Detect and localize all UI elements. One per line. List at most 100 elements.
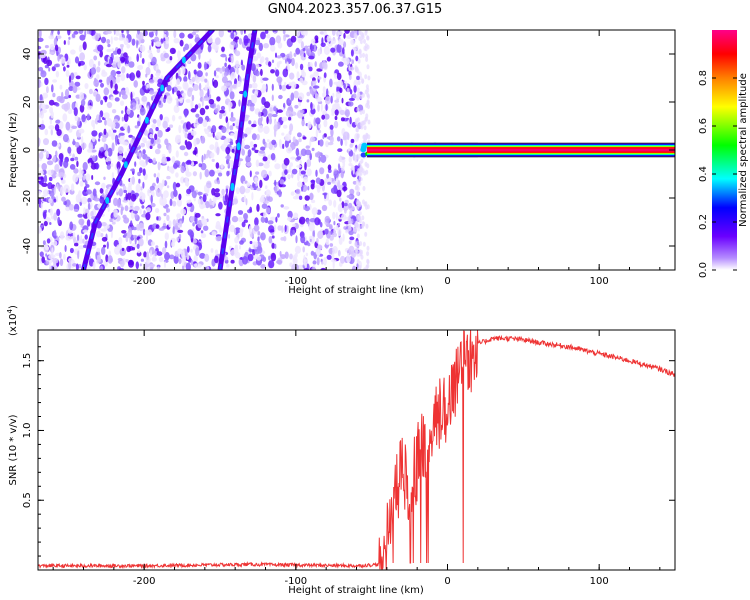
noise-speck bbox=[336, 72, 342, 81]
noise-speck bbox=[138, 222, 145, 232]
noise-speck bbox=[356, 87, 360, 93]
noise-speck bbox=[294, 104, 299, 109]
noise-speck bbox=[348, 163, 353, 167]
noise-speck bbox=[355, 223, 359, 229]
noise-speck bbox=[324, 96, 331, 105]
noise-speck bbox=[251, 82, 258, 89]
noise-speck bbox=[310, 250, 315, 256]
noise-speck bbox=[104, 119, 107, 126]
noise-speck bbox=[310, 38, 316, 45]
colorbar-label: Normalized spectral amplitude bbox=[738, 73, 749, 227]
noise-speck bbox=[93, 55, 98, 61]
snr-series-line bbox=[38, 330, 675, 570]
noise-speck bbox=[256, 255, 262, 261]
noise-speck bbox=[73, 208, 79, 212]
noise-speck bbox=[56, 129, 62, 136]
noise-speck bbox=[123, 37, 129, 46]
noise-speck bbox=[52, 258, 59, 264]
noise-speck bbox=[346, 254, 351, 263]
noise-speck bbox=[173, 255, 179, 264]
noise-speck bbox=[255, 182, 258, 187]
noise-speck bbox=[243, 195, 246, 203]
noise-speck bbox=[216, 96, 221, 102]
noise-speck bbox=[209, 198, 212, 206]
noise-speck bbox=[51, 247, 54, 256]
noise-speck bbox=[137, 249, 141, 254]
noise-speck bbox=[135, 261, 139, 270]
noise-speck bbox=[53, 212, 58, 221]
noise-speck bbox=[132, 226, 138, 231]
y-exponent-power: 4 bbox=[6, 308, 14, 313]
noise-speck bbox=[199, 252, 206, 259]
noise-speck bbox=[243, 35, 249, 44]
noise-speck bbox=[206, 265, 210, 270]
noise-speck bbox=[258, 42, 263, 52]
noise-speck bbox=[136, 53, 139, 62]
noise-speck bbox=[253, 55, 257, 61]
noise-speck bbox=[71, 125, 78, 129]
noise-speck bbox=[111, 109, 117, 114]
noise-speck bbox=[339, 87, 343, 94]
noise-speck bbox=[197, 116, 204, 124]
noise-speck bbox=[340, 170, 344, 179]
noise-speck bbox=[310, 179, 316, 184]
noise-speck bbox=[200, 233, 207, 239]
noise-speck bbox=[266, 33, 271, 39]
noise-speck bbox=[48, 99, 55, 106]
noise-speck bbox=[330, 37, 337, 45]
noise-speck bbox=[103, 176, 106, 180]
noise-speck bbox=[329, 135, 334, 144]
spectral-track-core-1 bbox=[219, 30, 256, 270]
noise-speck bbox=[44, 45, 49, 49]
noise-speck bbox=[307, 185, 310, 191]
noise-speck bbox=[330, 128, 334, 137]
noise-speck bbox=[114, 97, 120, 102]
noise-speck bbox=[100, 228, 107, 232]
noise-speck bbox=[318, 76, 322, 80]
noise-speck bbox=[182, 265, 185, 270]
noise-speck bbox=[326, 35, 332, 42]
noise-speck bbox=[205, 72, 208, 77]
noise-speck bbox=[335, 224, 339, 231]
noise-speck bbox=[121, 116, 124, 122]
noise-speck bbox=[315, 129, 319, 138]
noise-speck bbox=[358, 180, 362, 186]
noise-speck bbox=[277, 109, 283, 113]
noise-speck bbox=[41, 256, 45, 264]
noise-speck bbox=[229, 84, 233, 93]
noise-speck bbox=[319, 139, 324, 147]
noise-speck bbox=[288, 82, 292, 87]
noise-speck bbox=[185, 141, 192, 150]
noise-speck bbox=[207, 44, 212, 53]
noise-speck bbox=[180, 208, 187, 215]
noise-speck bbox=[113, 209, 118, 218]
top-y-tick-label: -20 bbox=[22, 190, 33, 206]
noise-speck bbox=[66, 101, 71, 110]
noise-speck bbox=[298, 138, 302, 143]
noise-speck bbox=[140, 142, 145, 148]
noise-speck bbox=[265, 57, 269, 61]
noise-speck bbox=[356, 75, 360, 81]
noise-speck bbox=[255, 159, 260, 168]
noise-speck bbox=[321, 37, 324, 45]
noise-speck bbox=[333, 184, 338, 192]
noise-speck bbox=[341, 97, 344, 104]
noise-speck bbox=[235, 60, 240, 69]
noise-speck bbox=[128, 56, 132, 62]
noise-speck bbox=[325, 238, 329, 246]
noise-speck bbox=[79, 34, 86, 41]
noise-speck bbox=[340, 117, 345, 122]
noise-speck bbox=[67, 108, 73, 115]
noise-speck bbox=[127, 125, 131, 134]
noise-speck bbox=[172, 219, 177, 227]
noise-speck bbox=[211, 158, 215, 162]
noise-speck bbox=[256, 133, 260, 141]
noise-speck bbox=[335, 91, 342, 99]
noise-speck bbox=[113, 30, 116, 35]
noise-speck bbox=[197, 62, 202, 69]
noise-speck bbox=[249, 240, 253, 245]
noise-speck bbox=[61, 179, 66, 184]
noise-speck bbox=[259, 179, 263, 189]
noise-speck bbox=[344, 216, 349, 220]
